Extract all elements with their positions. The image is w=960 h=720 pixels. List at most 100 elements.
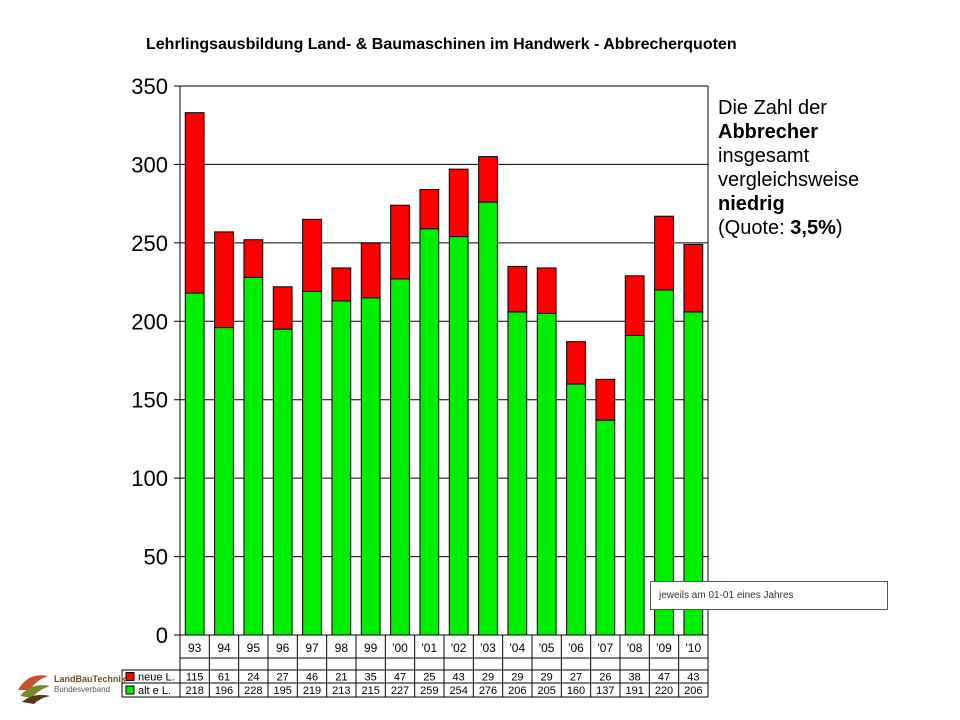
bar-segment-alte <box>272 328 293 636</box>
y-tick-label: 250 <box>131 231 168 256</box>
table-value-neue: 43 <box>687 672 699 684</box>
table-value-alte: 160 <box>567 685 585 697</box>
bar-segment-alte <box>536 312 557 636</box>
logo-subtitle: Bundesverband <box>54 685 111 694</box>
table-value-alte: 254 <box>449 685 467 697</box>
table-value-neue: 24 <box>247 672 259 684</box>
table-value-neue: 47 <box>658 672 670 684</box>
bar-segment-alte <box>448 236 469 636</box>
y-tick-label: 50 <box>144 545 168 570</box>
y-tick-label: 150 <box>131 388 168 413</box>
x-category-label: 99 <box>364 641 378 655</box>
x-category-label: 96 <box>276 641 290 655</box>
bar-segment-alte <box>184 292 205 636</box>
logo-icon <box>18 675 50 704</box>
table-value-alte: 191 <box>625 685 643 697</box>
bar-segment-neue <box>214 231 234 329</box>
bar-segment-alte <box>419 228 440 636</box>
table-value-neue: 25 <box>423 672 435 684</box>
bar-segment-neue <box>272 286 293 330</box>
table-value-neue: 38 <box>629 672 641 684</box>
table-value-neue: 47 <box>394 672 406 684</box>
bar-segment-alte <box>507 311 528 636</box>
bar-segment-alte <box>624 334 645 636</box>
callout-line: Die Zahl der <box>718 97 827 119</box>
table-value-neue: 27 <box>570 672 582 684</box>
y-tick-label: 100 <box>131 466 168 491</box>
callout-emphasis: Abbrecher <box>718 121 819 143</box>
table-value-alte: 213 <box>332 685 350 697</box>
table-value-alte: 206 <box>508 685 526 697</box>
x-category-label: '01 <box>422 641 438 655</box>
y-tick-label: 350 <box>131 74 168 99</box>
table-value-alte: 218 <box>185 685 203 697</box>
table-value-alte: 219 <box>303 685 321 697</box>
table-value-alte: 276 <box>479 685 497 697</box>
table-value-alte: 228 <box>244 685 262 697</box>
legend-label-alte: alt e L. <box>138 685 171 697</box>
callout-line: vergleichsweise <box>718 169 860 191</box>
x-category-label: 94 <box>217 641 231 655</box>
bar-segment-neue <box>331 267 352 302</box>
bar-segment-neue <box>507 265 528 313</box>
bar-segment-neue <box>595 378 616 421</box>
legend-swatch-alte <box>125 685 135 695</box>
bar-segment-alte <box>566 383 586 636</box>
y-tick-label: 0 <box>156 623 168 648</box>
bar-segment-neue <box>448 168 469 238</box>
bar-segment-alte <box>478 201 498 636</box>
callout-emphasis: niedrig <box>718 193 785 215</box>
table-value-neue: 61 <box>218 672 230 684</box>
legend-swatch-neue <box>125 672 135 681</box>
table-value-alte: 205 <box>537 685 555 697</box>
bar-segment-neue <box>654 215 674 291</box>
table-value-alte: 259 <box>420 685 438 697</box>
x-category-label: 95 <box>247 641 261 655</box>
bar-segment-neue <box>624 275 645 336</box>
bar-segment-neue <box>243 239 264 278</box>
chart-title: Lehrlingsausbildung Land- & Baumaschinen… <box>146 36 737 53</box>
x-category-label: '08 <box>627 641 643 655</box>
y-tick-label: 200 <box>131 309 168 334</box>
callout-quote-label: (Quote: <box>718 217 791 239</box>
bar-segment-neue <box>302 218 322 292</box>
table-value-alte: 227 <box>391 685 409 697</box>
logo-name: LandBauTechnik <box>54 674 126 684</box>
date-note: jeweils am 01-01 eines Jahres <box>650 581 888 610</box>
table-value-alte: 196 <box>215 685 233 697</box>
bar-segment-neue <box>184 112 205 294</box>
x-category-label: 93 <box>188 641 202 655</box>
bar-segment-alte <box>302 290 322 636</box>
bar-segment-neue <box>683 243 704 313</box>
logo: LandBauTechnik Bundesverband <box>14 660 126 706</box>
table-value-neue: 46 <box>306 672 318 684</box>
table-value-alte: 215 <box>361 685 379 697</box>
table-value-neue: 29 <box>482 672 494 684</box>
bar-segment-neue <box>536 267 557 314</box>
callout-quote: (Quote: 3,5%) <box>718 216 859 240</box>
table-value-alte: 137 <box>596 685 614 697</box>
bar-segment-alte <box>243 276 264 636</box>
x-category-label: '05 <box>539 641 555 655</box>
bar-segment-alte <box>390 278 410 636</box>
table-value-neue: 21 <box>335 672 347 684</box>
callout-quote-close: ) <box>835 217 843 239</box>
table-value-neue: 35 <box>365 672 377 684</box>
callout-quote-value: 3,5% <box>790 217 836 239</box>
x-category-label: '04 <box>510 641 526 655</box>
x-category-label: '03 <box>480 641 496 655</box>
table-value-alte: 220 <box>655 685 673 697</box>
table-value-neue: 26 <box>599 672 611 684</box>
table-value-neue: 29 <box>541 672 553 684</box>
bar-segment-alte <box>214 327 234 636</box>
x-category-label: '10 <box>686 641 702 655</box>
y-tick-label: 300 <box>131 152 168 177</box>
table-value-alte: 195 <box>273 685 291 697</box>
table-value-neue: 115 <box>186 672 204 684</box>
plot-area <box>180 86 708 635</box>
bar-segment-alte <box>331 300 352 636</box>
bar-segment-neue <box>360 242 381 299</box>
x-category-label: '02 <box>451 641 467 655</box>
x-category-label: '09 <box>656 641 672 655</box>
callout-line: insgesamt <box>718 145 810 167</box>
